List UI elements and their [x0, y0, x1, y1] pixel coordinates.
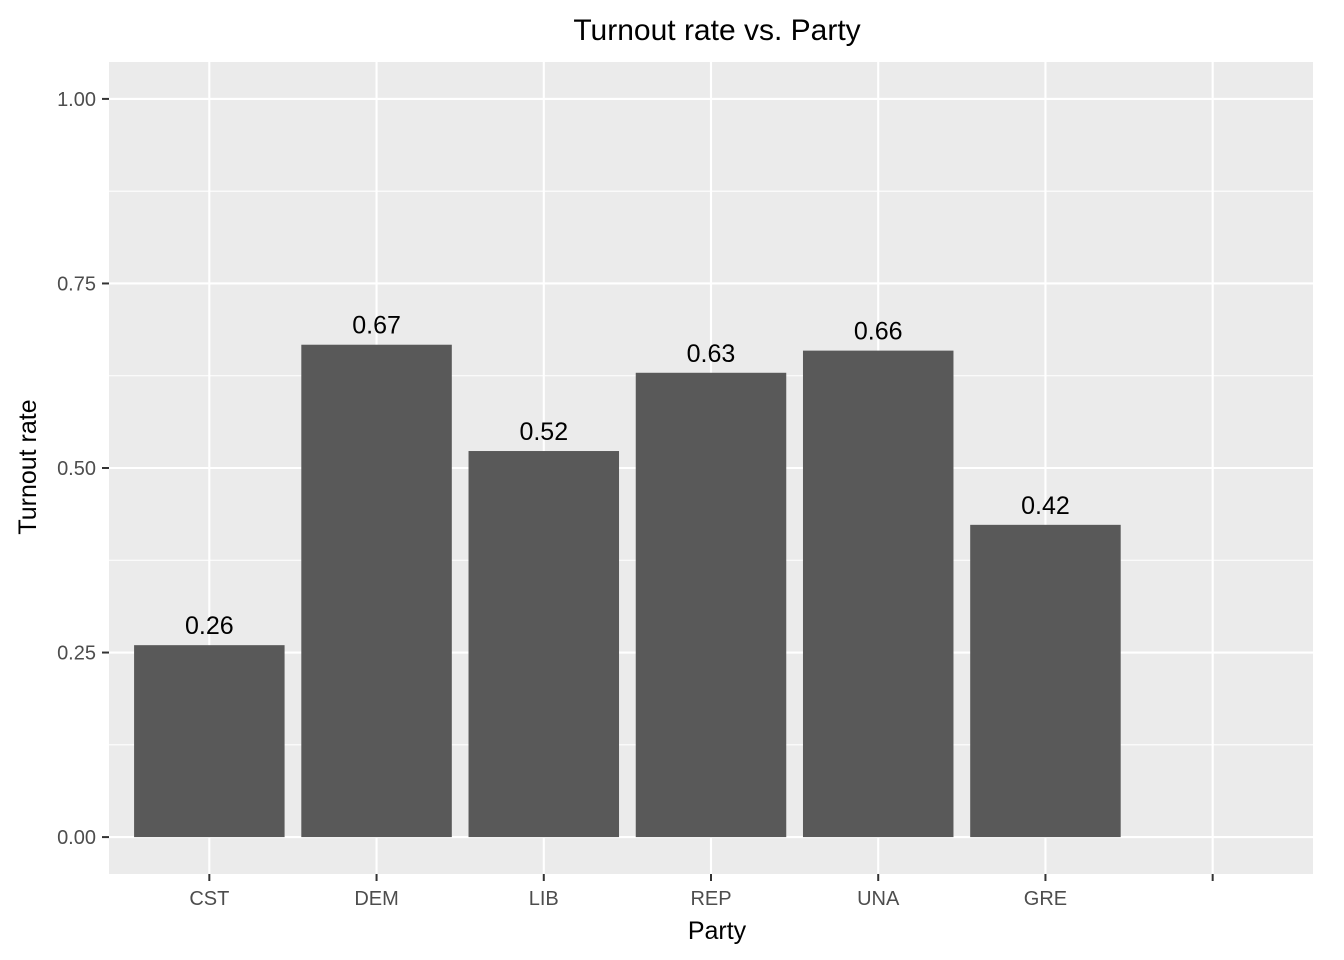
axes: 0.00 0.25 0.50 0.75 1.00 CST DEM LIB REP UNA GRE: [57, 89, 1214, 910]
y-tick-label: 0.00: [57, 827, 96, 849]
data-label: 0.66: [854, 318, 903, 346]
y-tick-label: 0.75: [57, 273, 96, 295]
data-labels: 0.26 0.67 0.52 0.63 0.66 0.42: [185, 312, 1070, 640]
chart-title: Turnout rate vs. Party: [573, 14, 860, 47]
x-tick-label: GRE: [1024, 888, 1067, 910]
data-label: 0.63: [687, 340, 736, 368]
x-tick-label: DEM: [354, 888, 398, 910]
x-tick-label: UNA: [857, 888, 900, 910]
bar-dem: [301, 344, 452, 838]
data-label: 0.52: [519, 418, 568, 446]
data-label: 0.42: [1021, 492, 1070, 520]
bar-cst: [134, 645, 285, 838]
y-tick-label: 0.50: [57, 458, 96, 480]
y-tick-label: 1.00: [57, 89, 96, 111]
bar-rep: [635, 372, 787, 838]
bar-gre: [970, 524, 1121, 838]
x-tick-label: LIB: [529, 888, 559, 910]
bars: [134, 344, 1121, 838]
x-axis-title: Party: [688, 917, 747, 945]
x-tick-label: CST: [189, 888, 229, 910]
data-label: 0.26: [185, 612, 234, 640]
data-label: 0.67: [352, 312, 401, 340]
y-axis-title: Turnout rate: [14, 399, 42, 534]
x-tick-label: REP: [690, 888, 731, 910]
y-tick-label: 0.25: [57, 643, 96, 665]
bar-lib: [468, 451, 620, 838]
bar-una: [802, 350, 954, 838]
